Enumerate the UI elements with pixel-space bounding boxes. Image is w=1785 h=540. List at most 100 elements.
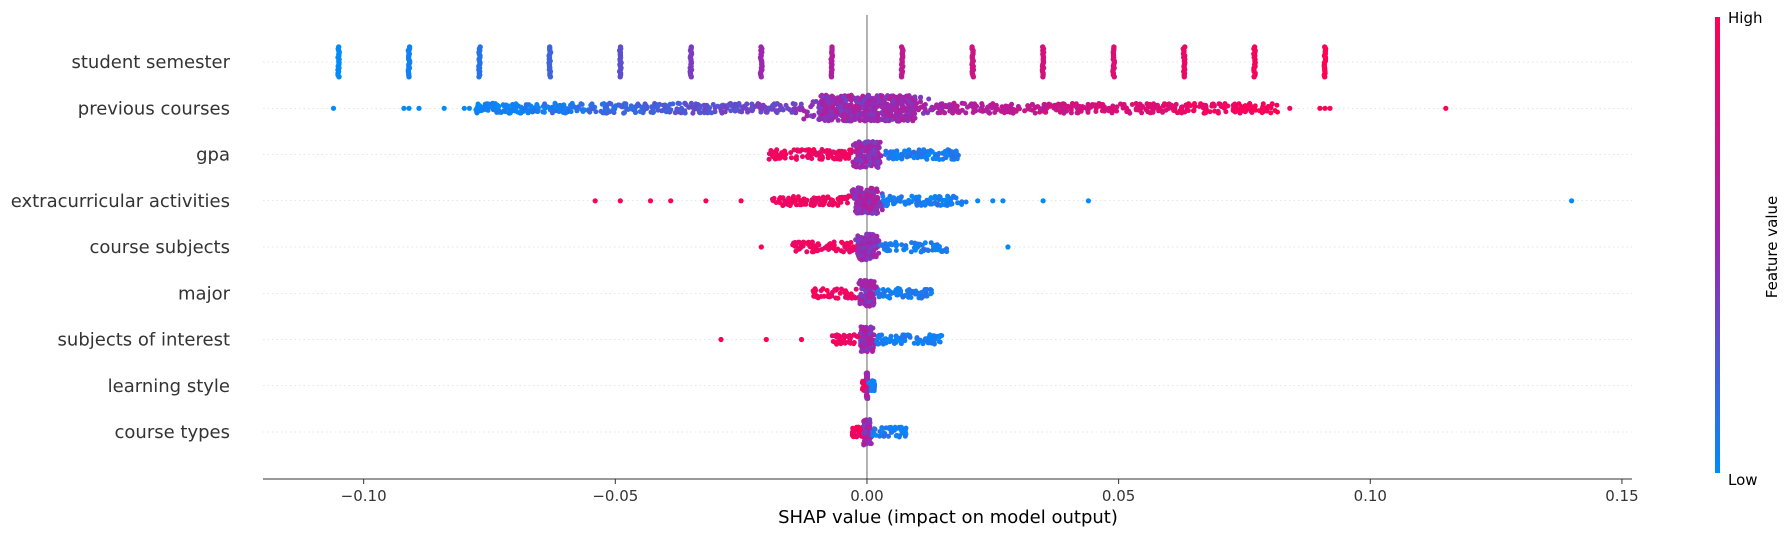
data-point xyxy=(1037,106,1043,112)
data-point xyxy=(831,246,837,251)
data-point xyxy=(865,336,871,342)
data-point xyxy=(479,107,485,112)
data-point xyxy=(851,193,857,199)
data-point xyxy=(906,292,911,298)
data-point xyxy=(888,112,894,118)
data-point xyxy=(574,108,580,114)
data-point xyxy=(633,110,638,116)
data-point xyxy=(894,109,899,115)
data-point xyxy=(848,240,854,245)
data-point xyxy=(690,110,696,116)
data-point xyxy=(1186,101,1192,107)
data-point xyxy=(703,198,709,204)
data-point xyxy=(921,147,927,153)
data-point xyxy=(870,193,875,199)
data-point xyxy=(928,195,934,201)
data-point xyxy=(935,152,941,158)
data-point xyxy=(1274,102,1280,108)
data-point xyxy=(855,424,861,430)
data-point xyxy=(848,117,854,123)
data-point xyxy=(873,104,879,110)
data-point xyxy=(861,97,867,103)
data-point xyxy=(909,290,915,296)
data-point xyxy=(938,110,944,116)
data-point xyxy=(849,429,855,435)
data-point xyxy=(833,108,839,114)
data-point xyxy=(837,290,843,296)
data-point xyxy=(909,106,915,112)
data-point xyxy=(1073,101,1079,107)
data-point xyxy=(903,115,909,121)
data-point xyxy=(906,287,912,293)
data-point xyxy=(939,249,944,254)
data-point xyxy=(859,112,865,118)
data-point xyxy=(850,244,856,250)
data-point xyxy=(841,111,847,117)
data-point xyxy=(871,332,877,338)
data-point xyxy=(902,105,908,111)
data-point xyxy=(1135,107,1141,113)
data-point xyxy=(935,201,941,207)
data-point xyxy=(715,103,721,109)
data-point xyxy=(1236,101,1242,107)
data-point xyxy=(826,247,832,252)
data-point xyxy=(406,105,412,111)
data-point xyxy=(607,109,613,115)
data-point xyxy=(864,388,870,394)
data-point xyxy=(482,101,488,107)
feature-label: course subjects xyxy=(89,237,230,258)
data-point xyxy=(864,424,870,430)
data-point xyxy=(1223,109,1229,115)
colorbar-title: Feature value xyxy=(1763,196,1781,298)
data-point xyxy=(811,293,817,299)
data-point xyxy=(1093,109,1099,114)
data-point xyxy=(1100,105,1106,110)
data-point xyxy=(1211,102,1217,108)
data-point xyxy=(1242,103,1248,109)
data-point xyxy=(1322,105,1328,111)
data-point xyxy=(630,104,636,110)
data-point xyxy=(910,118,916,124)
data-point xyxy=(634,102,640,108)
data-point xyxy=(869,150,875,155)
data-point xyxy=(637,109,643,115)
data-point xyxy=(870,236,876,242)
data-point xyxy=(866,249,872,255)
data-point xyxy=(1243,109,1248,114)
data-point xyxy=(828,74,835,80)
data-point xyxy=(1268,110,1274,116)
data-point xyxy=(770,102,776,108)
data-point xyxy=(921,293,927,299)
data-point xyxy=(945,201,951,207)
data-point xyxy=(847,193,853,199)
data-point xyxy=(853,96,859,102)
data-point xyxy=(851,341,857,347)
data-point xyxy=(813,99,819,104)
data-point xyxy=(950,154,956,160)
data-point xyxy=(912,244,918,250)
data-point xyxy=(1251,74,1257,80)
data-point xyxy=(655,103,661,109)
data-point xyxy=(809,239,815,245)
data-point xyxy=(1120,102,1126,108)
data-point xyxy=(668,198,674,204)
data-point xyxy=(856,206,862,212)
data-point xyxy=(817,197,823,203)
data-point xyxy=(870,101,876,107)
data-point xyxy=(830,149,836,155)
data-point xyxy=(889,242,895,248)
data-point xyxy=(801,116,807,122)
data-point xyxy=(864,279,870,285)
data-point xyxy=(979,101,985,107)
data-point xyxy=(885,287,891,293)
data-point xyxy=(850,434,856,440)
data-point xyxy=(1017,106,1022,112)
data-point xyxy=(822,107,828,113)
data-point xyxy=(838,104,844,110)
data-point xyxy=(938,101,944,107)
data-point xyxy=(616,103,622,108)
data-point xyxy=(874,205,880,211)
data-point xyxy=(774,110,780,116)
data-point xyxy=(797,245,803,251)
data-point xyxy=(569,104,575,110)
